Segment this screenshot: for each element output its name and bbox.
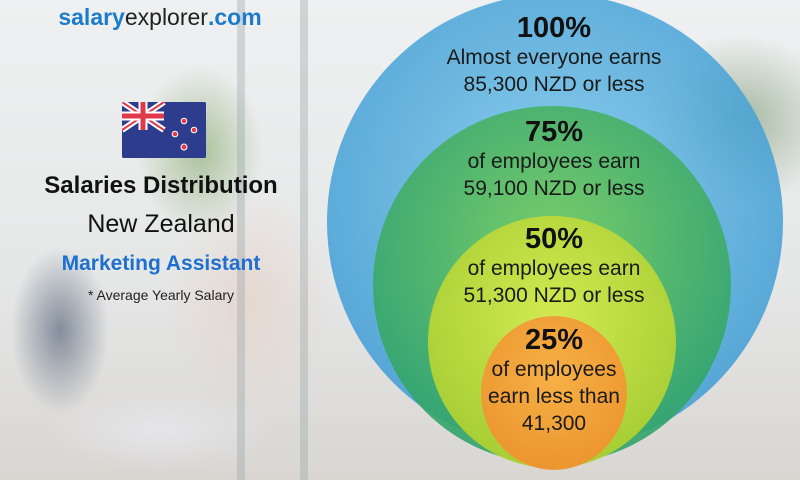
level-text: earn less than [488, 385, 620, 408]
logo-part: explorer [124, 4, 208, 30]
percent: 100% [516, 12, 592, 44]
window-frame [300, 0, 308, 480]
job-title: Marketing Assistant [61, 252, 261, 275]
level-text: of employees [491, 358, 617, 381]
percent: 75% [524, 116, 584, 148]
level-salary: 85,300 NZD or less [463, 73, 645, 96]
page-title: Salaries Distribution [44, 172, 278, 199]
level-100-label: 100% Almost everyone earns 85,300 NZD or… [400, 12, 708, 98]
circle-25-percent [481, 316, 627, 470]
level-salary: 41,300 [521, 412, 587, 435]
country-name: New Zealand [87, 210, 235, 238]
salary-note: * Average Yearly Salary [87, 287, 235, 303]
level-50-label: 50% of employees earn 51,300 NZD or less [400, 223, 708, 309]
level-salary: 59,100 NZD or less [463, 177, 645, 200]
window-frame [237, 0, 245, 480]
percent: 50% [524, 223, 584, 255]
logo-part: salary [58, 4, 125, 30]
level-text: Almost everyone earns [446, 46, 662, 69]
new-zealand-flag-icon [122, 102, 206, 158]
level-text: of employees earn [467, 150, 641, 173]
level-salary: 51,300 NZD or less [463, 284, 645, 307]
logo-part: .com [207, 4, 262, 30]
percent: 25% [524, 324, 584, 356]
level-text: of employees earn [467, 257, 641, 280]
level-75-label: 75% of employees earn 59,100 NZD or less [400, 116, 708, 202]
level-25-label: 25% of employees earn less than 41,300 [400, 324, 708, 437]
site-logo[interactable]: salaryexplorer.com [0, 4, 320, 31]
